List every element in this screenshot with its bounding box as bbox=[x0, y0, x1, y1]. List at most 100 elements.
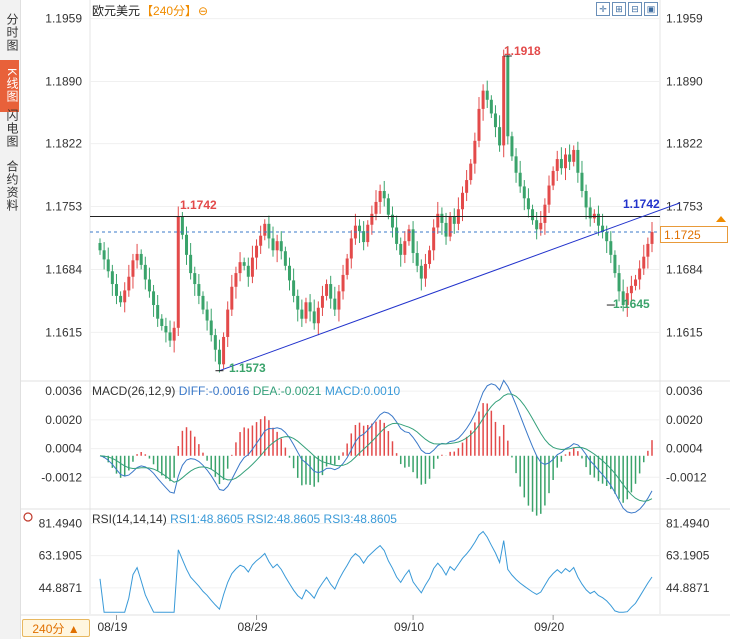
candle-body bbox=[143, 264, 147, 280]
zoom-icon[interactable]: ⊞ bbox=[612, 2, 626, 16]
candle-body bbox=[621, 291, 625, 306]
candle-body bbox=[176, 216, 180, 328]
candle-body bbox=[230, 286, 234, 310]
tab-kline[interactable]: K线图 bbox=[0, 60, 19, 112]
candle-body bbox=[316, 307, 320, 324]
tab-contract-info[interactable]: 合约资料 bbox=[5, 160, 19, 212]
candle-body bbox=[461, 192, 465, 210]
candle-body bbox=[473, 140, 477, 164]
candle-body bbox=[572, 149, 576, 162]
candle-body bbox=[296, 295, 300, 310]
candle-body bbox=[514, 156, 518, 173]
rsi-tick-right: 44.8871 bbox=[666, 581, 710, 595]
price-tick-right: 1.1684 bbox=[666, 262, 703, 276]
candle-body bbox=[510, 136, 514, 157]
candle-body bbox=[197, 284, 201, 296]
candle-body bbox=[382, 191, 386, 199]
candle-body bbox=[102, 250, 106, 260]
candle-body bbox=[127, 276, 131, 291]
candle-body bbox=[440, 213, 444, 223]
candle-body bbox=[596, 213, 600, 226]
candle-body bbox=[625, 293, 629, 306]
kline-chart[interactable]: 1.1959 1.1959 1.1890 1.1890 1.1822 1.1822 1.17… bbox=[20, 0, 730, 639]
candle-body bbox=[152, 291, 156, 306]
candle-body bbox=[539, 222, 543, 230]
candle-body bbox=[481, 90, 485, 109]
candle-body bbox=[271, 238, 275, 251]
candle-body bbox=[123, 290, 127, 303]
macd-tick-left: -0.0012 bbox=[41, 470, 82, 484]
candle-body bbox=[634, 279, 638, 286]
indicator-icon[interactable]: ▣ bbox=[644, 2, 658, 16]
candle-body bbox=[522, 186, 526, 199]
rsi-line bbox=[99, 530, 653, 613]
candle-body bbox=[407, 229, 411, 242]
price-tick-right: 1.1615 bbox=[666, 325, 703, 339]
candle-body bbox=[349, 238, 353, 259]
price-tick-left: 1.1753 bbox=[45, 200, 82, 214]
candle-body bbox=[300, 309, 304, 319]
price-tick-right: 1.1890 bbox=[666, 75, 703, 89]
candle-body bbox=[333, 298, 337, 310]
dea-line bbox=[99, 393, 653, 502]
candle-body bbox=[114, 284, 118, 296]
dea-label: DEA:-0.0021 bbox=[252, 384, 322, 398]
high-annotation: 1.1918 bbox=[504, 44, 541, 58]
candle-body bbox=[469, 163, 473, 181]
candle-body bbox=[366, 224, 370, 243]
candle-body bbox=[605, 232, 609, 242]
candle-body bbox=[156, 305, 160, 319]
candle-body bbox=[531, 209, 535, 221]
candle-body bbox=[432, 227, 436, 251]
candle-body bbox=[498, 127, 502, 146]
candle-body bbox=[370, 213, 374, 225]
candle-body bbox=[535, 220, 539, 230]
candle-body bbox=[226, 309, 230, 337]
candle-body bbox=[147, 279, 151, 292]
candle-body bbox=[337, 291, 341, 310]
candle-body bbox=[329, 284, 333, 299]
candle-body bbox=[399, 243, 403, 255]
candle-body bbox=[526, 198, 530, 210]
tab-timeshare[interactable]: 分时图 bbox=[5, 12, 19, 52]
candle-body bbox=[642, 256, 646, 269]
rsi2-label: RSI2:48.8605 bbox=[246, 512, 321, 526]
candle-body bbox=[555, 159, 559, 171]
price-tick-right: 1.1753 bbox=[666, 200, 703, 214]
candle-body bbox=[139, 253, 143, 265]
candle-body bbox=[601, 225, 605, 233]
price-tick-left: 1.1615 bbox=[45, 325, 82, 339]
collapse-icon[interactable]: ⊖ bbox=[198, 4, 209, 18]
candle-body bbox=[419, 265, 423, 279]
candle-body bbox=[345, 258, 349, 275]
candle-body bbox=[563, 154, 567, 169]
candle-body bbox=[217, 349, 221, 365]
period-selector-button[interactable]: 240分 ▲ bbox=[22, 619, 90, 637]
candle-body bbox=[638, 268, 642, 280]
resistance-annotation: 1.1742 bbox=[180, 198, 217, 212]
line-icon[interactable]: ⊟ bbox=[628, 2, 642, 16]
candle-body bbox=[588, 207, 592, 219]
candle-body bbox=[650, 232, 654, 244]
price-tick-left: 1.1684 bbox=[45, 262, 82, 276]
candle-body bbox=[477, 108, 481, 141]
candle-body bbox=[259, 235, 263, 246]
price-tick-right: 1.1959 bbox=[666, 12, 703, 26]
candle-body bbox=[448, 216, 452, 237]
symbol-title: 欧元美元 bbox=[92, 4, 141, 18]
candle-body bbox=[131, 260, 135, 277]
candle-body bbox=[246, 265, 250, 277]
candle-body bbox=[304, 302, 308, 319]
macd-tick-left: 0.0020 bbox=[45, 413, 82, 427]
tab-lightning[interactable]: 闪电图 bbox=[5, 108, 19, 148]
macd-tick-left: 0.0004 bbox=[45, 442, 82, 456]
current-price-badge: 1.1725 bbox=[660, 226, 728, 243]
candle-body bbox=[395, 227, 399, 244]
trend-end-annotation: 1.1742 bbox=[623, 197, 660, 211]
candle-body bbox=[341, 274, 345, 292]
candle-body bbox=[119, 295, 123, 303]
crosshair-icon[interactable]: ✛ bbox=[596, 2, 610, 16]
candle-body bbox=[502, 55, 506, 146]
candle-body bbox=[213, 335, 217, 350]
candle-body bbox=[164, 326, 168, 333]
